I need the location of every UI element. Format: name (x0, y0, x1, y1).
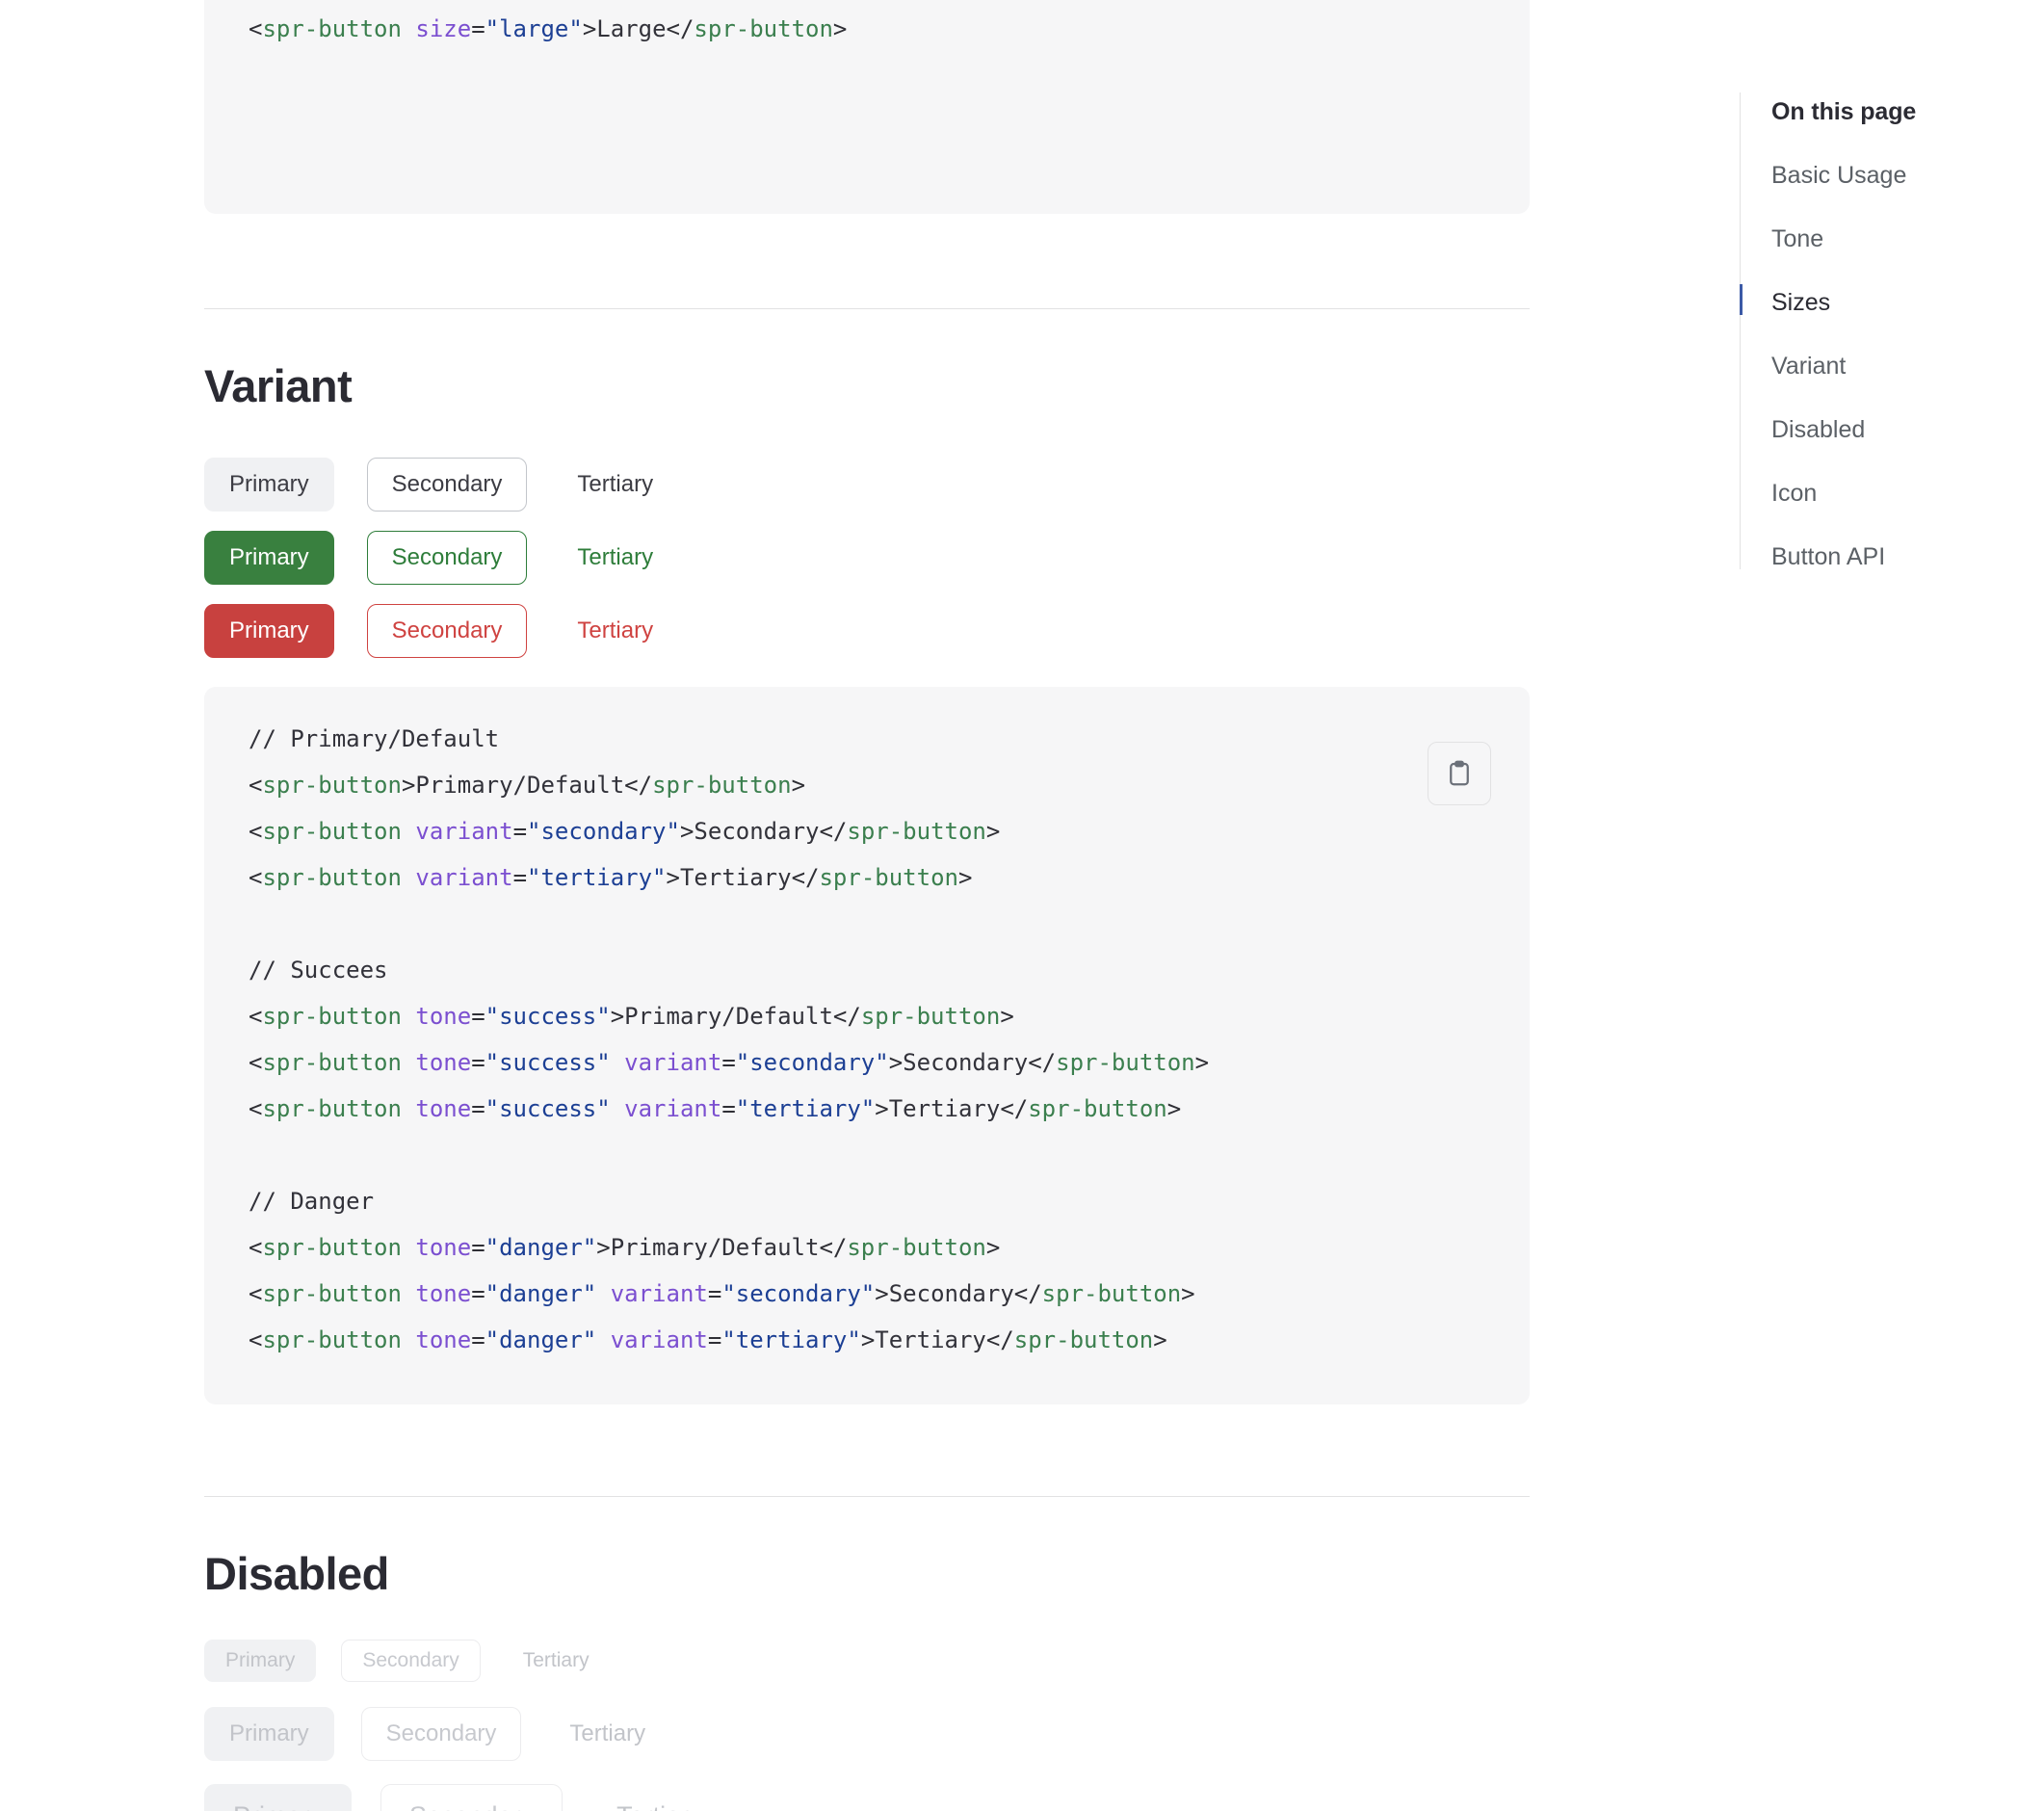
variant-success-tertiary-button[interactable]: Tertiary (552, 531, 678, 585)
variant-danger-tertiary-button[interactable]: Tertiary (552, 604, 678, 658)
outline-item-tone[interactable]: Tone (1771, 225, 1824, 252)
code-block-variant: // Primary/Default <spr-button>Primary/D… (204, 687, 1530, 1404)
disabled-small-primary-button: Primary (204, 1640, 317, 1682)
variant-success-primary-button[interactable]: Primary (204, 531, 334, 585)
disabled-medium-tertiary-button: Tertiary (544, 1707, 670, 1761)
outline-item-variant[interactable]: Variant (1771, 353, 1847, 380)
outline-item-disabled[interactable]: Disabled (1771, 416, 1866, 443)
variant-danger-secondary-button[interactable]: Secondary (366, 604, 528, 658)
outline-item-button-api[interactable]: Button API (1771, 543, 1886, 570)
disabled-small-tertiary-button: Tertiary (502, 1640, 611, 1682)
section-divider-disabled (204, 1496, 1530, 1497)
outline-item-icon[interactable]: Icon (1771, 480, 1818, 507)
code-block-sizes: vue <spr-button size="small">Small</spr-… (204, 0, 1530, 214)
copy-code-button[interactable] (1428, 742, 1491, 805)
clipboard-icon (1445, 759, 1474, 788)
outline-title: On this page (1771, 98, 1917, 125)
disabled-small-secondary-button: Secondary (341, 1640, 481, 1682)
code-variant-text: // Primary/Default <spr-button>Primary/D… (249, 725, 1210, 1353)
disabled-row-medium: Primary Secondary Tertiary (204, 1707, 670, 1761)
variant-row-success: Primary Secondary Tertiary (204, 531, 678, 585)
variant-heading: Variant (204, 360, 353, 411)
variant-row-danger: Primary Secondary Tertiary (204, 604, 678, 658)
variant-default-tertiary-button[interactable]: Tertiary (552, 458, 678, 512)
disabled-large-secondary-button: Secondary (380, 1784, 563, 1811)
disabled-large-primary-button: Primary (204, 1784, 352, 1811)
on-this-page-outline: On this page Basic Usage Tone Sizes Vari… (1740, 92, 2029, 569)
disabled-large-tertiary-button: Tertiary (588, 1784, 731, 1811)
variant-danger-primary-button[interactable]: Primary (204, 604, 334, 658)
disabled-row-large: Primary Secondary Tertiary (204, 1784, 731, 1811)
variant-default-secondary-button[interactable]: Secondary (366, 458, 528, 512)
disabled-medium-primary-button: Primary (204, 1707, 334, 1761)
outline-list: Basic Usage Tone Sizes Variant Disabled … (1740, 162, 2029, 570)
variant-row-default: Primary Secondary Tertiary (204, 458, 678, 512)
outline-item-sizes[interactable]: Sizes (1740, 284, 2029, 315)
variant-default-primary-button[interactable]: Primary (204, 458, 334, 512)
disabled-heading: Disabled (204, 1548, 389, 1599)
variant-success-secondary-button[interactable]: Secondary (366, 531, 528, 585)
disabled-medium-secondary-button: Secondary (360, 1707, 522, 1761)
outline-item-basic-usage[interactable]: Basic Usage (1771, 162, 1907, 189)
disabled-row-small: Primary Secondary Tertiary (204, 1640, 611, 1682)
section-divider-variant (204, 308, 1530, 309)
code-sizes-text: <spr-button size="small">Small</spr-butt… (249, 15, 848, 42)
